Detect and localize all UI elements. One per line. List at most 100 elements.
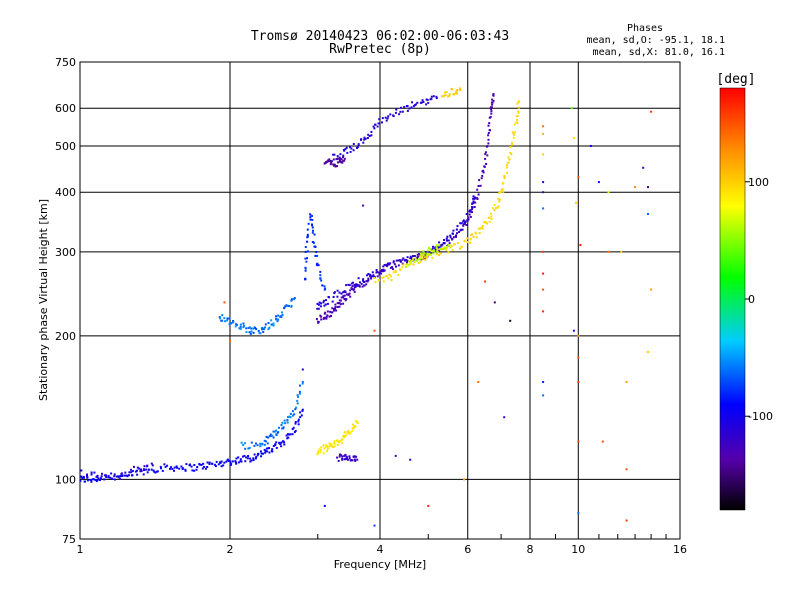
data-point xyxy=(477,193,480,196)
data-point xyxy=(317,450,320,453)
data-point xyxy=(277,426,280,429)
data-point xyxy=(337,459,340,462)
colorbar-ticks: 100 0 -100 xyxy=(745,176,773,423)
grid-lines xyxy=(80,62,680,539)
data-point xyxy=(369,274,372,277)
data-point xyxy=(294,408,297,411)
data-point xyxy=(355,283,357,286)
data-point xyxy=(146,464,149,467)
data-point xyxy=(213,463,216,466)
data-point xyxy=(368,135,371,137)
data-point xyxy=(505,166,508,169)
data-point xyxy=(243,324,246,327)
data-point xyxy=(473,206,476,208)
data-point xyxy=(336,155,339,158)
data-point xyxy=(497,205,500,208)
data-point xyxy=(377,271,380,274)
data-point xyxy=(435,97,438,100)
x-tick-label: 6 xyxy=(464,543,471,556)
data-point xyxy=(316,254,319,257)
data-point xyxy=(349,146,351,149)
data-point xyxy=(334,306,337,309)
data-point xyxy=(223,317,226,320)
data-point xyxy=(491,98,494,101)
data-point xyxy=(647,213,649,215)
data-point xyxy=(276,320,279,323)
data-point xyxy=(294,429,297,432)
data-point xyxy=(484,157,487,160)
data-point xyxy=(355,284,358,287)
data-point xyxy=(350,147,353,150)
data-point xyxy=(381,117,384,120)
data-point xyxy=(385,119,388,122)
data-point xyxy=(434,246,437,249)
data-point xyxy=(206,461,209,464)
data-point xyxy=(261,327,264,329)
data-point xyxy=(277,318,280,321)
data-point xyxy=(542,132,545,135)
data-point xyxy=(138,467,141,470)
data-point xyxy=(341,455,344,458)
data-point xyxy=(456,228,458,231)
data-point xyxy=(468,213,471,216)
data-point xyxy=(517,106,520,109)
data-point xyxy=(412,263,415,266)
data-point xyxy=(486,222,489,225)
data-point xyxy=(352,149,355,152)
data-point xyxy=(409,259,412,262)
data-point xyxy=(373,277,376,279)
data-point xyxy=(411,259,414,262)
data-point xyxy=(346,151,349,154)
data-point xyxy=(341,161,344,164)
data-points xyxy=(79,87,653,527)
data-point xyxy=(299,384,301,387)
data-point xyxy=(342,435,345,437)
data-point xyxy=(275,429,277,432)
data-point xyxy=(143,465,146,468)
data-point xyxy=(319,274,322,277)
data-point xyxy=(90,480,93,483)
data-point xyxy=(234,460,237,463)
data-point xyxy=(358,285,361,288)
data-point xyxy=(136,473,139,476)
data-point xyxy=(354,286,357,288)
data-point xyxy=(301,408,304,411)
data-point xyxy=(484,153,487,156)
data-point xyxy=(431,248,434,251)
data-point xyxy=(325,317,328,320)
data-point xyxy=(367,273,370,275)
data-point xyxy=(356,283,359,286)
data-point xyxy=(417,255,420,258)
data-point xyxy=(365,280,368,283)
data-point xyxy=(204,467,207,470)
data-point xyxy=(96,479,99,482)
data-point xyxy=(304,269,307,272)
data-point xyxy=(314,254,317,257)
data-point xyxy=(406,261,408,264)
data-point xyxy=(287,436,290,439)
data-point xyxy=(217,463,220,466)
colorbar-label: [deg] xyxy=(716,72,755,87)
data-point xyxy=(268,326,271,329)
data-point xyxy=(312,241,315,244)
data-point xyxy=(410,256,413,259)
data-point xyxy=(113,475,116,478)
data-point xyxy=(440,244,443,247)
data-point xyxy=(481,224,484,227)
data-point xyxy=(180,465,183,468)
x-tick-label: 10 xyxy=(571,543,585,556)
data-point xyxy=(447,244,450,246)
data-point xyxy=(512,136,515,139)
data-point xyxy=(280,314,283,317)
x-tick-label: 4 xyxy=(377,543,384,556)
data-point xyxy=(325,299,327,302)
data-point xyxy=(323,285,326,288)
data-point xyxy=(392,114,395,117)
data-point xyxy=(338,291,341,294)
data-point xyxy=(335,309,338,312)
data-point xyxy=(311,241,314,243)
data-point xyxy=(142,468,145,471)
data-point xyxy=(448,93,451,96)
data-point xyxy=(492,99,495,102)
data-point xyxy=(268,451,271,454)
